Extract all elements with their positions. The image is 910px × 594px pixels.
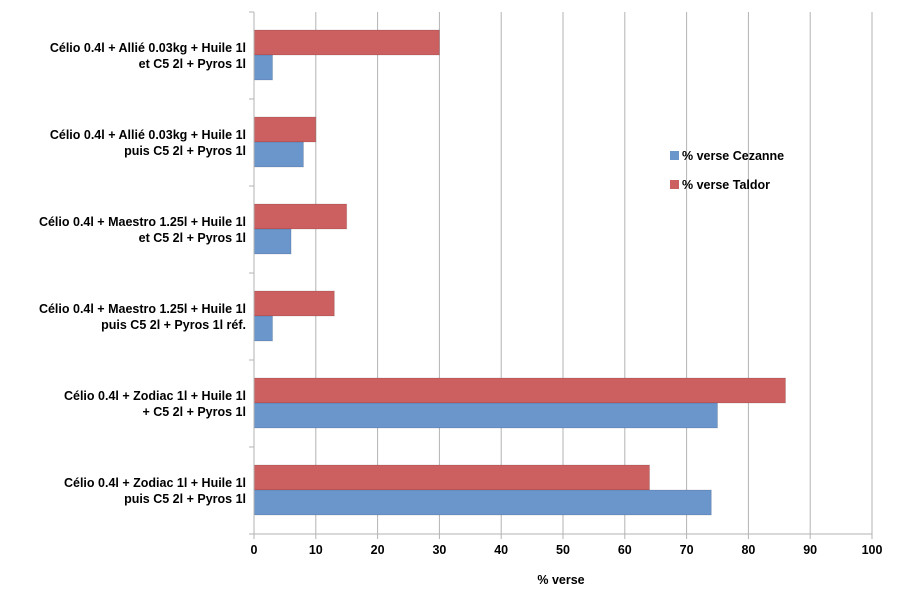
- bar-cezanne: [253, 54, 274, 81]
- bars: [253, 29, 786, 516]
- legend-swatch: [670, 180, 679, 189]
- x-tick-label: 10: [309, 543, 323, 557]
- axes: [249, 11, 873, 539]
- bar-cezanne: [253, 141, 304, 168]
- category-label-line: Célio 0.4l + Maestro 1.25l + Huile 1l: [39, 302, 246, 316]
- x-axis-label: % verse: [537, 573, 584, 587]
- bar-cezanne: [253, 402, 718, 429]
- legend-label: % verse Taldor: [682, 178, 770, 192]
- category-label-line: Célio 0.4l + Maestro 1.25l + Huile 1l: [39, 215, 246, 229]
- x-tick-label: 100: [862, 543, 883, 557]
- category-label-line: et C5 2l + Pyros 1l: [139, 57, 246, 71]
- category-label-line: puis C5 2l + Pyros 1l: [124, 492, 246, 506]
- category-label: Célio 0.4l + Maestro 1.25l + Huile 1l et …: [39, 215, 246, 245]
- legend-swatch: [670, 151, 679, 160]
- bar-taldor: [253, 29, 440, 56]
- grid-lines: [315, 12, 873, 534]
- category-label: Célio 0.4l + Zodiac 1l + Huile 1l puis C5…: [64, 476, 246, 506]
- legend: % verse Cezanne % verse Taldor: [670, 149, 784, 192]
- bar-cezanne: [253, 315, 274, 342]
- x-tick-label: 80: [741, 543, 755, 557]
- x-tick-label: 20: [371, 543, 385, 557]
- category-labels: Célio 0.4l + Allié 0.03kg + Huile 1l et C…: [39, 41, 246, 506]
- bar-taldor: [253, 377, 786, 404]
- x-tick-label: 60: [618, 543, 632, 557]
- x-tick-labels: 0 10 20 30 40 50 60 70 80 90 100: [251, 543, 883, 557]
- category-label-line: Célio 0.4l + Allié 0.03kg + Huile 1l: [50, 128, 246, 142]
- category-label-line: puis C5 2l + Pyros 1l réf.: [101, 318, 246, 332]
- legend-label: % verse Cezanne: [682, 149, 784, 163]
- bar-taldor: [253, 116, 317, 143]
- x-tick-label: 70: [680, 543, 694, 557]
- category-label: Célio 0.4l + Allié 0.03kg + Huile 1l et C…: [50, 41, 246, 71]
- category-label-line: Célio 0.4l + Zodiac 1l + Huile 1l: [64, 389, 246, 403]
- bar-taldor: [253, 464, 651, 491]
- bar-cezanne: [253, 228, 292, 255]
- category-label: Célio 0.4l + Allié 0.03kg + Huile 1l puis…: [50, 128, 246, 158]
- category-label-line: Célio 0.4l + Allié 0.03kg + Huile 1l: [50, 41, 246, 55]
- category-label-line: Célio 0.4l + Zodiac 1l + Huile 1l: [64, 476, 246, 490]
- x-tick-label: 50: [556, 543, 570, 557]
- x-tick-label: 0: [251, 543, 258, 557]
- category-label: Célio 0.4l + Maestro 1.25l + Huile 1l pui…: [39, 302, 246, 332]
- x-tick-label: 30: [432, 543, 446, 557]
- bar-taldor: [253, 203, 348, 230]
- category-label-line: puis C5 2l + Pyros 1l: [124, 144, 246, 158]
- category-label: Célio 0.4l + Zodiac 1l + Huile 1l + C5 2l…: [64, 389, 246, 419]
- bar-taldor: [253, 290, 335, 317]
- x-tick-label: 90: [803, 543, 817, 557]
- category-label-line: + C5 2l + Pyros 1l: [142, 405, 246, 419]
- category-label-line: et C5 2l + Pyros 1l: [139, 231, 246, 245]
- x-tick-label: 40: [494, 543, 508, 557]
- bar-cezanne: [253, 489, 712, 516]
